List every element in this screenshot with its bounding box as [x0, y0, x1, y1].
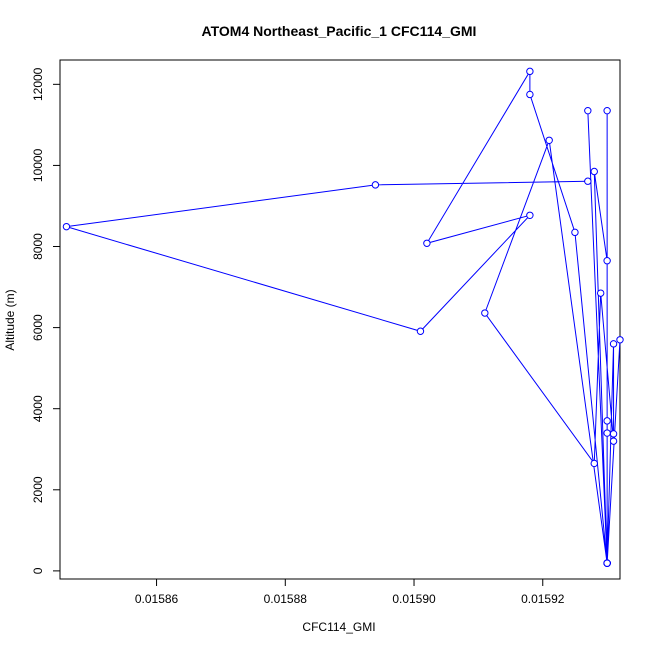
y-axis: 0 2000 4000 6000 8000 10000 12000	[31, 67, 61, 574]
data-point	[590, 459, 598, 468]
data-point	[616, 336, 624, 344]
y-tick-label: 6000	[31, 314, 45, 341]
series-line	[66, 69, 621, 564]
data-point	[526, 211, 534, 219]
x-axis-label: CFC114_GMI	[302, 620, 375, 634]
data-point	[609, 340, 618, 348]
chart-title: ATOM4 Northeast_Pacific_1 CFC114_GMI	[202, 23, 477, 39]
data-point	[596, 289, 605, 297]
data-point	[371, 181, 380, 189]
data-point	[584, 106, 592, 115]
data-point	[609, 430, 618, 438]
data-point	[526, 90, 534, 99]
data-point	[603, 257, 611, 265]
data-point	[603, 429, 611, 437]
y-axis-label: Altitude (m)	[3, 289, 17, 350]
data-point	[416, 327, 425, 335]
y-tick-label: 0	[31, 567, 45, 574]
data-point	[603, 106, 611, 115]
data-point	[590, 167, 598, 176]
data-point	[545, 136, 553, 144]
y-tick-label: 4000	[31, 395, 45, 422]
x-axis: 0.01586 0.01588 0.01590 0.01592	[135, 578, 565, 606]
data-point	[571, 228, 579, 237]
x-tick-label: 0.01588	[264, 592, 308, 606]
y-tick-label: 12000	[31, 67, 45, 101]
data-point	[603, 417, 611, 425]
x-tick-label: 0.01590	[392, 592, 436, 606]
data-point	[526, 67, 534, 76]
y-tick-label: 2000	[31, 476, 45, 503]
data-point	[481, 309, 489, 317]
x-tick-label: 0.01586	[135, 592, 179, 606]
y-tick-label: 10000	[31, 148, 45, 182]
x-tick-label: 0.01592	[521, 592, 565, 606]
data-point	[62, 222, 71, 231]
data-point	[609, 437, 618, 445]
data-point	[584, 177, 592, 185]
plot-frame	[59, 59, 621, 580]
data-point	[423, 239, 431, 247]
series-layer	[62, 67, 624, 567]
y-tick-label: 8000	[31, 233, 45, 260]
data-point	[603, 559, 611, 567]
